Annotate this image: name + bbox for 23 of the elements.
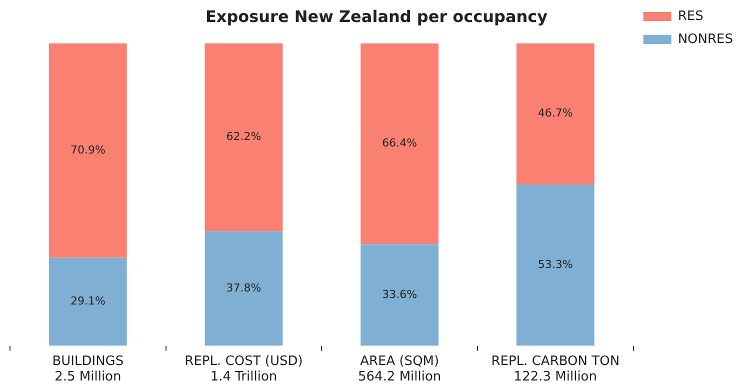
bar — [48, 43, 127, 258]
data-label: 53.3% — [538, 258, 573, 272]
x-tick-label: AREA (SQM) 564.2 Million — [358, 354, 442, 385]
x-tick-label: BUILDINGS 2.5 Million — [52, 354, 124, 385]
chart-title: Exposure New Zealand per occupancy — [205, 6, 548, 26]
data-label: 62.2% — [226, 130, 262, 144]
data-label: 46.7% — [538, 106, 573, 120]
bar — [204, 231, 283, 346]
legend-label: RES — [678, 8, 704, 24]
data-label: 29.1% — [70, 294, 106, 308]
legend-label: NONRES — [678, 32, 734, 47]
data-label: 70.9% — [70, 143, 106, 156]
bar — [360, 43, 439, 244]
data-label: 66.4% — [382, 136, 418, 150]
bar — [516, 43, 594, 185]
data-label: 33.6% — [382, 288, 418, 301]
bar — [360, 244, 439, 346]
x-tick-label: REPL. CARBON TON 122.3 Million — [491, 354, 620, 385]
bar — [516, 184, 594, 346]
x-tick-label: REPL. COST (USD) 1.4 Trillion — [184, 354, 303, 385]
bar — [204, 43, 283, 232]
bar — [48, 258, 127, 346]
data-label: 37.8% — [226, 281, 262, 294]
